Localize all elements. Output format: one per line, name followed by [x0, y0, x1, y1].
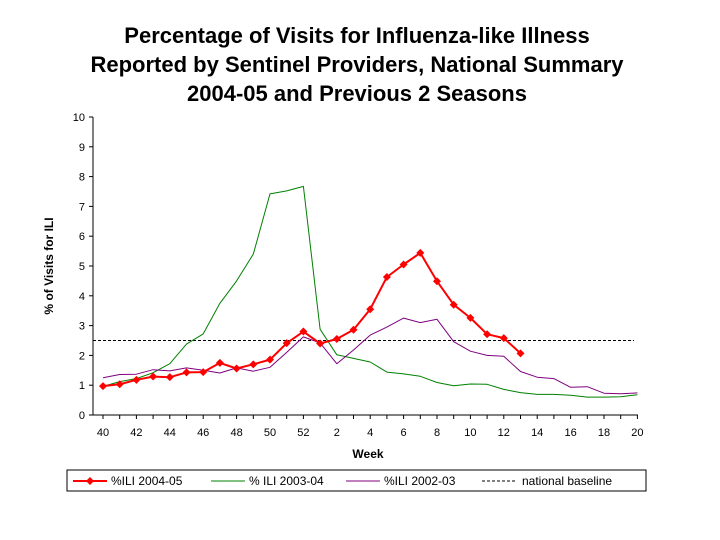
data-point-2004-05	[149, 372, 158, 381]
data-point-2004-05	[182, 368, 191, 377]
legend-label-2003-04: % ILI 2003-04	[249, 474, 324, 488]
y-tick-label: 5	[79, 261, 85, 273]
data-point-2004-05	[165, 373, 174, 382]
legend-item-2002-03: %ILI 2002-03	[346, 474, 456, 488]
legend-label-2002-03: %ILI 2002-03	[384, 474, 456, 488]
data-point-2004-05	[215, 358, 224, 367]
data-point-2004-05	[199, 368, 208, 377]
data-point-2004-05	[266, 355, 274, 364]
legend-label-2004-05: %ILI 2004-05	[111, 474, 183, 488]
x-tick-label: 4	[367, 427, 373, 439]
chart-title-line-2: Reported by Sentinel Providers, National…	[90, 52, 624, 77]
legend: %ILI 2004-05 % ILI 2003-04 %ILI 2002-03 …	[66, 469, 647, 492]
x-tick-label: 6	[401, 427, 407, 439]
data-point-2004-05	[466, 313, 475, 322]
series-line-2003-04	[102, 185, 638, 398]
y-tick-label: 2	[79, 350, 85, 362]
data-point-2004-05	[249, 360, 258, 369]
x-tick-label: 50	[264, 427, 276, 439]
data-point-2004-05	[282, 339, 291, 348]
y-tick-label: 9	[79, 142, 85, 154]
x-tick-label: 48	[230, 427, 242, 439]
data-point-2004-05	[232, 364, 241, 373]
x-tick-label: 14	[531, 427, 543, 439]
x-tick-label: 42	[130, 427, 142, 439]
data-point-2004-05	[332, 335, 341, 344]
y-tick-label: 1	[79, 380, 85, 392]
data-point-2004-05	[349, 325, 358, 334]
x-tick-label: 12	[498, 427, 510, 439]
legend-item-2004-05: %ILI 2004-05	[73, 474, 183, 488]
x-axis-label: Week	[352, 447, 383, 461]
data-point-2004-05	[433, 277, 441, 286]
data-point-2004-05	[416, 248, 425, 257]
x-tick-label: 40	[97, 427, 109, 439]
legend-item-baseline: national baseline	[482, 474, 612, 488]
data-point-2004-05	[499, 334, 508, 343]
legend-label-baseline: national baseline	[522, 474, 612, 488]
data-point-2004-05	[382, 273, 391, 282]
data-point-2004-05	[449, 300, 458, 309]
y-tick-label: 3	[79, 321, 85, 333]
y-axis-label: % of Visits for ILI	[42, 217, 56, 314]
chart-title-line-3: 2004-05 and Previous 2 Seasons	[187, 81, 527, 106]
x-axis-ticks: 40 42 44 46 48 50 52 2 4 6 8 10 12 14 16 18 20	[97, 415, 644, 439]
series-layer	[93, 185, 638, 398]
data-point-2004-05	[399, 260, 408, 269]
y-tick-label: 7	[79, 201, 85, 213]
y-tick-label: 6	[79, 231, 85, 243]
x-tick-label: 52	[297, 427, 309, 439]
chart-title-line-1: Percentage of Visits for Influenza-like …	[124, 23, 589, 48]
x-tick-label: 2	[334, 427, 340, 439]
y-tick-label: 8	[79, 172, 85, 184]
legend-marker-2004-05	[86, 477, 94, 485]
y-tick-label: 4	[79, 291, 85, 303]
data-point-2004-05	[316, 339, 325, 348]
x-tick-label: 10	[464, 427, 476, 439]
y-tick-label: 10	[73, 112, 85, 124]
data-point-2004-05	[483, 330, 492, 339]
x-tick-label: 44	[164, 427, 176, 439]
legend-item-2003-04: % ILI 2003-04	[211, 474, 324, 488]
data-point-2004-05	[99, 382, 107, 391]
x-tick-label: 18	[598, 427, 610, 439]
data-point-2004-05	[366, 305, 375, 314]
x-tick-label: 46	[197, 427, 209, 439]
data-point-2004-05	[299, 327, 308, 336]
data-point-2004-05	[132, 375, 141, 384]
data-point-2004-05	[115, 380, 124, 389]
x-tick-label: 16	[564, 427, 576, 439]
x-tick-label: 8	[434, 427, 440, 439]
y-tick-label: 0	[79, 410, 85, 422]
data-point-2004-05	[516, 349, 525, 358]
y-axis-ticks: 0 1 2 3 4 5 6 7 8 9 10	[73, 112, 93, 422]
x-tick-label: 20	[631, 427, 643, 439]
series-line-2002-03	[102, 317, 638, 395]
